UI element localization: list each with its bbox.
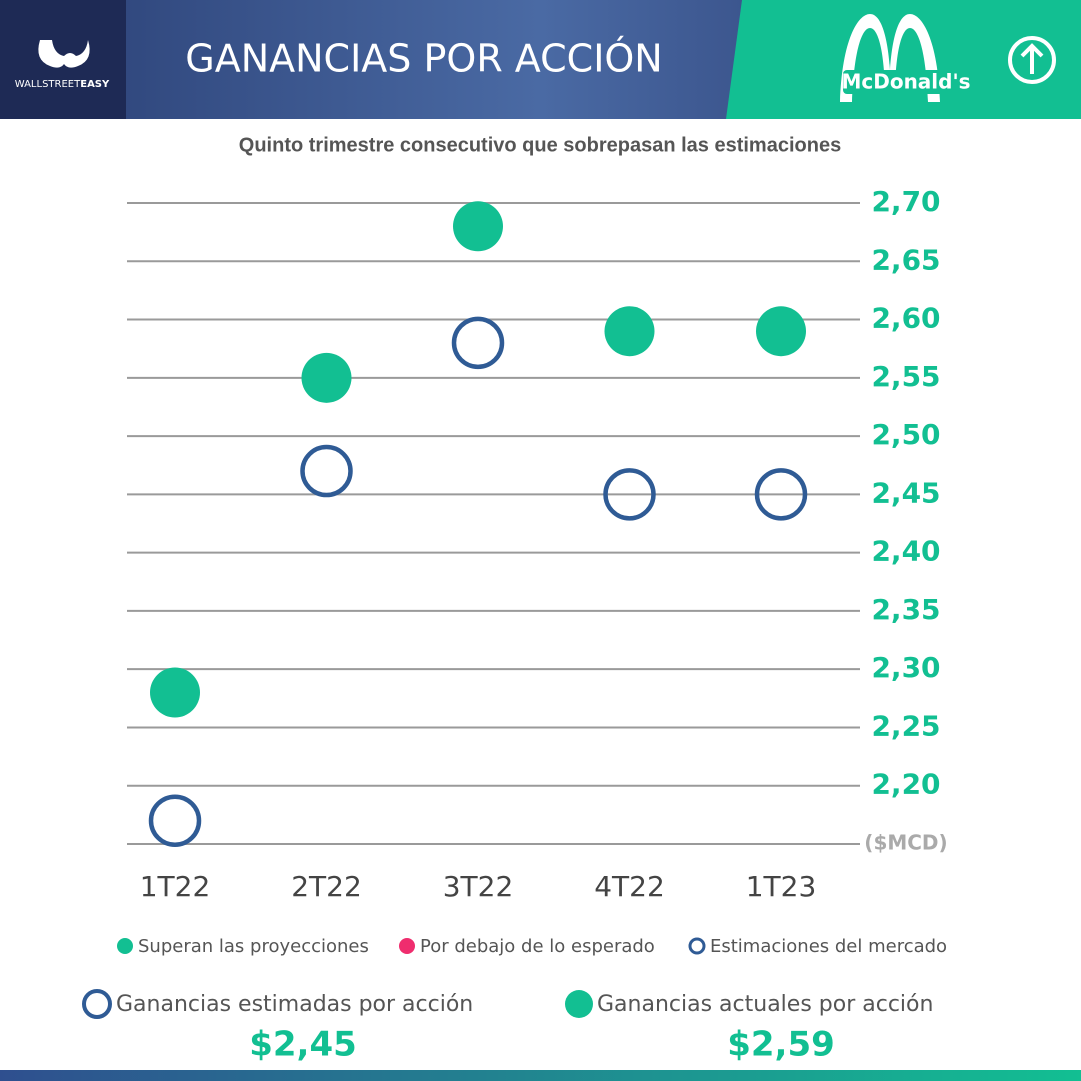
brand-name: WALLSTREETEASY [15, 79, 110, 90]
actual-marker [756, 306, 806, 357]
y-tick-label: 2,40 [871, 535, 940, 568]
actual-marker [301, 352, 352, 403]
y-tick-label: 2,65 [871, 243, 940, 276]
company-block [726, 0, 1081, 119]
actual-marker [150, 667, 200, 718]
y-tick-label: 2,30 [871, 651, 940, 684]
x-tick-label: 4T22 [594, 870, 665, 903]
x-tick-label: 3T22 [443, 870, 514, 903]
summary-marker [565, 990, 593, 1018]
title: GANANCIAS POR ACCIÓN [185, 37, 662, 81]
x-tick-label: 1T22 [140, 870, 211, 903]
y-tick-label: 2,60 [871, 302, 940, 335]
summary-value: $2,59 [727, 1025, 835, 1065]
y-tick-label: 2,45 [871, 476, 940, 509]
summary-label: Ganancias estimadas por acción [116, 992, 473, 1017]
x-tick-label: 2T22 [291, 870, 362, 903]
brand-bold: EASY [80, 79, 110, 90]
estimate-marker [300, 444, 353, 498]
y-tick-label: 2,25 [871, 709, 940, 742]
legend-label: Superan las proyecciones [138, 936, 369, 957]
estimate-marker [754, 468, 808, 521]
estimate-marker [603, 468, 656, 521]
up-arrow [1020, 43, 1044, 74]
subtitle: Quinto trimestre consecutivo que sobrepa… [239, 134, 841, 156]
summary-marker [82, 989, 112, 1019]
y-tick-label: ($MCD) [864, 831, 947, 855]
footer-bar [0, 1070, 1081, 1081]
up-icon [1008, 36, 1056, 84]
actual-marker [604, 306, 655, 357]
legend-label: Por debajo de lo esperado [420, 936, 655, 957]
y-tick-label: 2,50 [871, 418, 940, 451]
legend: Superan las proyecciones Por debajo de lo… [117, 936, 947, 957]
legend-label: Estimaciones del mercado [710, 936, 947, 957]
company-name: McDonald's [841, 70, 970, 94]
estimate-marker [148, 794, 202, 847]
y-tick-label: 2,55 [871, 360, 940, 393]
x-tick-label: 1T23 [746, 870, 817, 903]
legend-marker [688, 937, 706, 955]
actual-marker [453, 201, 503, 252]
summary-value: $2,45 [249, 1025, 357, 1065]
y-tick-label: 2,20 [871, 768, 940, 801]
summary-label: Ganancias actuales por acción [597, 992, 933, 1017]
brand-light: WALLSTREET [15, 79, 81, 90]
plot: ($MCD) 2,20 2,25 2,30 2,35 2,40 2,45 2,50 2,55 2,… [127, 185, 948, 903]
legend-marker [399, 938, 415, 954]
y-tick-label: 2,35 [871, 593, 940, 626]
brand-icon [38, 40, 90, 68]
logo-backing [843, 70, 970, 94]
y-tick-label: 2,70 [871, 185, 940, 218]
legend-marker [117, 938, 133, 954]
estimate-marker [451, 316, 505, 370]
